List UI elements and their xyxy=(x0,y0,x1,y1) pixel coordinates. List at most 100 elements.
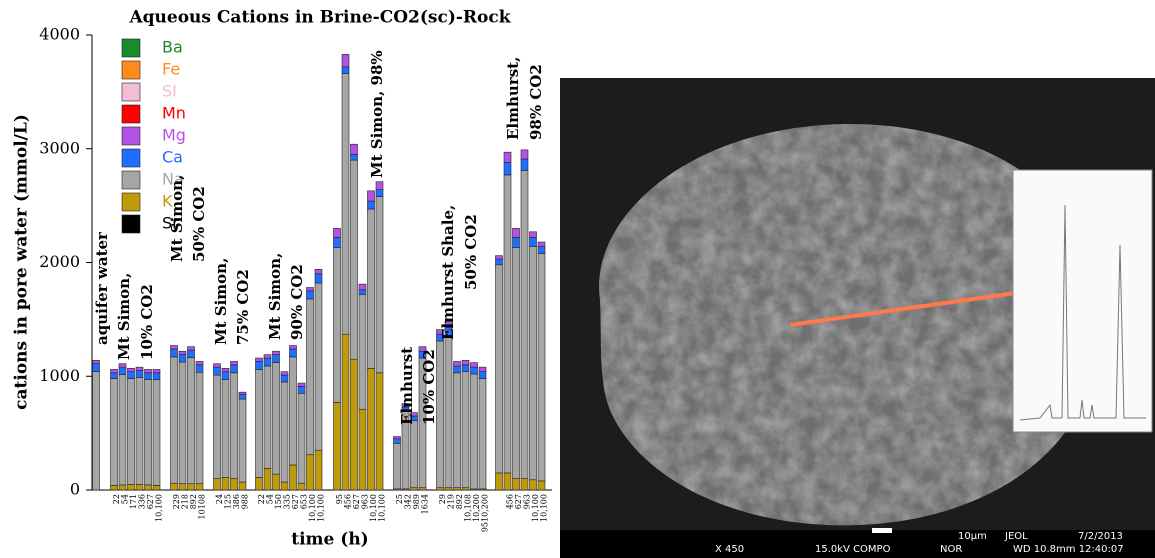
x-tick-label: 10,100 xyxy=(378,494,387,522)
bar-segment xyxy=(478,378,487,490)
voltage: 15.0kV COMPO xyxy=(815,544,891,555)
bar-segment xyxy=(393,436,401,440)
legend-label: SI xyxy=(162,82,177,101)
group-label: 10% CO2 xyxy=(138,284,156,360)
bar-segment xyxy=(512,247,520,479)
bar-segment xyxy=(213,363,221,368)
x-tick-label: 10,200 xyxy=(472,494,481,522)
maker: JEOL xyxy=(1004,531,1028,542)
bar-segment xyxy=(453,365,461,374)
group-label: Elmhurst Shale, xyxy=(439,205,457,340)
x-tick-label: 10,108 xyxy=(464,494,473,522)
bar-segment xyxy=(187,349,195,358)
bar-segment xyxy=(289,345,297,350)
bar-segment xyxy=(170,356,178,484)
bar-segment xyxy=(495,255,503,260)
scale-bar xyxy=(872,528,892,533)
bar-segment xyxy=(461,360,470,366)
group-label: 10% CO2 xyxy=(420,349,438,425)
x-tick-label: 29 xyxy=(438,494,447,504)
bar-segment xyxy=(470,362,478,368)
bar-segment xyxy=(503,174,512,474)
bar-segment xyxy=(127,484,135,491)
bar-segment xyxy=(280,381,289,483)
bar-segment xyxy=(512,478,520,491)
bar-segment xyxy=(135,370,144,378)
bar-segment xyxy=(444,321,453,328)
x-tick-label: 10,100 xyxy=(369,494,378,522)
x-tick-label: 10108 xyxy=(198,494,207,519)
x-tick-label: 386 xyxy=(232,494,241,509)
x-tick-label: 1634 xyxy=(421,494,430,514)
legend-swatch xyxy=(121,214,141,234)
y-tick-label: 4000 xyxy=(39,25,80,44)
bar-segment xyxy=(195,361,204,366)
x-tick-label: 627 xyxy=(291,494,300,509)
bar-segment xyxy=(529,246,537,481)
legend-label: Fe xyxy=(162,60,180,79)
probe-line xyxy=(789,291,1016,327)
group-label: Mt Simon, xyxy=(212,258,230,345)
bar-segment xyxy=(393,438,401,444)
bar-segment xyxy=(92,360,100,365)
x-tick-label: 627 xyxy=(514,494,523,509)
group-label: 50% CO2 xyxy=(462,214,480,290)
legend-label: Mn xyxy=(162,104,186,123)
bar-segment xyxy=(436,487,444,491)
x-tick-label: 125 xyxy=(224,494,233,509)
bar-segment xyxy=(127,367,135,373)
bar-segment xyxy=(495,258,503,266)
legend-swatch xyxy=(121,38,141,58)
bar-segment xyxy=(367,367,375,491)
legend-label: Mg xyxy=(162,126,186,145)
bar-segment xyxy=(170,482,178,491)
bar-segment xyxy=(341,54,350,68)
bar-segment xyxy=(350,143,358,155)
x-tick-label: 10,100 xyxy=(531,494,540,522)
bar-segment xyxy=(367,200,375,210)
bar-segment xyxy=(178,483,187,491)
bar-segment xyxy=(238,394,247,400)
date: 7/2/2013 xyxy=(1078,531,1123,542)
bar-segment xyxy=(152,372,161,380)
group-label: Mt Simon, xyxy=(115,273,133,360)
group-label: aquifer water xyxy=(93,231,111,345)
bar-segment xyxy=(306,290,314,300)
bar-segment xyxy=(529,237,537,247)
bar-segment xyxy=(152,379,161,486)
legend-swatch xyxy=(121,104,141,124)
x-tick-label: 150 xyxy=(274,494,283,509)
y-tick-label: 1000 xyxy=(39,366,80,385)
bar-segment xyxy=(503,472,512,491)
group-label: Mt Simon, xyxy=(168,175,186,262)
bar-segment xyxy=(263,357,272,367)
bar-segment xyxy=(529,231,537,238)
legend-swatch xyxy=(121,192,141,212)
bar-segment xyxy=(118,484,127,491)
legend-swatch xyxy=(121,126,141,146)
x-axis-label: time (h) xyxy=(291,530,368,550)
bar-segment xyxy=(297,393,306,484)
x-tick-label: 9510,200 xyxy=(481,494,490,532)
bar-segment xyxy=(289,356,297,466)
x-tick-label: 25 xyxy=(395,494,404,504)
scale-label: 10µm xyxy=(958,531,987,542)
bar-segment xyxy=(152,369,161,374)
bar-segment xyxy=(461,487,470,491)
bar-segment xyxy=(272,473,280,491)
bar-segment xyxy=(314,269,323,275)
mode: NOR xyxy=(940,544,962,555)
y-tick-label: 3000 xyxy=(39,138,80,157)
bar-segment xyxy=(529,479,537,491)
bar-segment xyxy=(375,189,384,197)
bar-segment xyxy=(314,273,323,284)
legend-swatch xyxy=(121,82,141,102)
bar-segment xyxy=(478,371,487,379)
bar-segment xyxy=(152,485,161,491)
bar-segment xyxy=(520,478,529,491)
legend-label: Ba xyxy=(162,38,183,57)
bar-segment xyxy=(367,190,375,202)
bar-segment xyxy=(238,481,247,491)
bar-segment xyxy=(495,264,503,474)
bar-segment xyxy=(92,363,100,372)
